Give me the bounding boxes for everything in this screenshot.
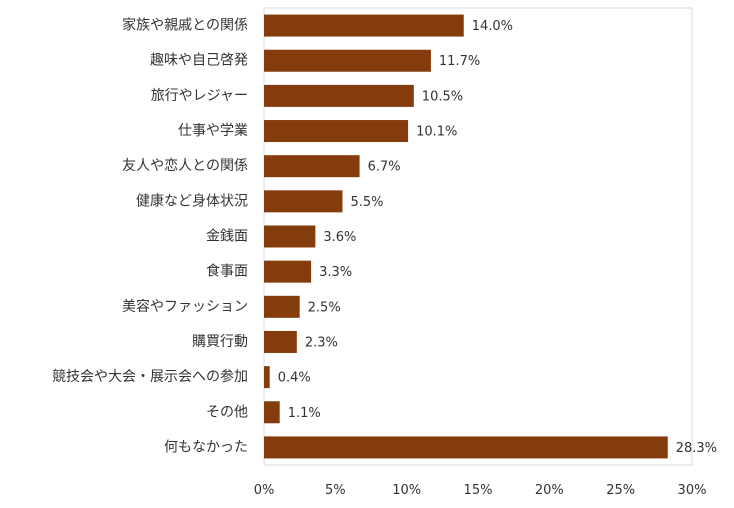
category-label: 食事面 — [206, 263, 248, 280]
category-label: 健康など身体状況 — [136, 192, 248, 209]
value-label: 28.3% — [676, 441, 717, 456]
x-tick-label: 20% — [535, 483, 564, 498]
x-tick-label: 25% — [606, 483, 635, 498]
category-label: 友人や恋人との関係 — [122, 157, 248, 174]
category-label: 趣味や自己啓発 — [150, 53, 248, 69]
x-tick-label: 15% — [464, 483, 493, 498]
category-label: 金銭面 — [206, 229, 248, 245]
value-label: 3.3% — [319, 265, 352, 280]
bar — [264, 366, 270, 389]
category-label: 購買行動 — [192, 334, 248, 350]
value-label: 10.5% — [422, 89, 463, 104]
x-tick-label: 5% — [325, 483, 346, 498]
category-label: 旅行やレジャー — [151, 88, 248, 104]
value-label: 11.7% — [439, 54, 480, 69]
x-tick-label: 10% — [392, 483, 421, 498]
bar — [264, 190, 343, 213]
category-label: 家族や親戚との関係 — [122, 17, 248, 34]
bar — [264, 260, 312, 283]
category-labels-group: 家族や親戚との関係趣味や自己啓発旅行やレジャー仕事や学業友人や恋人との関係健康な… — [52, 17, 248, 456]
bar — [264, 49, 431, 72]
x-tick-label: 0% — [254, 483, 275, 498]
value-label: 2.5% — [308, 300, 341, 315]
value-label: 1.1% — [288, 406, 321, 421]
category-label: 仕事や学業 — [178, 123, 248, 139]
x-tick-label: 30% — [678, 483, 707, 498]
bar — [264, 401, 280, 424]
bar — [264, 436, 668, 459]
bar — [264, 330, 297, 353]
bars-group — [264, 14, 668, 459]
bar — [264, 14, 464, 37]
value-label: 5.5% — [350, 195, 383, 210]
value-label: 2.3% — [305, 335, 338, 350]
value-label: 3.6% — [323, 230, 356, 245]
category-label: その他 — [206, 404, 248, 420]
value-label: 6.7% — [368, 160, 401, 175]
x-axis-ticks-group: 0% 5% 10% 15% 20% 25% 30% — [254, 483, 707, 498]
value-label: 0.4% — [278, 371, 311, 386]
bar — [264, 120, 409, 143]
category-label: 何もなかった — [164, 439, 248, 455]
bar — [264, 155, 360, 178]
value-label: 10.1% — [416, 125, 457, 140]
bar — [264, 84, 414, 107]
bar — [264, 225, 316, 248]
bar — [264, 295, 300, 318]
value-label: 14.0% — [472, 19, 513, 34]
category-label: 競技会や大会・展示会への参加 — [52, 368, 248, 385]
value-labels-group: 14.0% 11.7% 10.5% 10.1% 6.7% 5.5% 3.6% 3.3% 2.5%… — [278, 19, 717, 456]
category-label: 美容やファッション — [122, 298, 248, 315]
